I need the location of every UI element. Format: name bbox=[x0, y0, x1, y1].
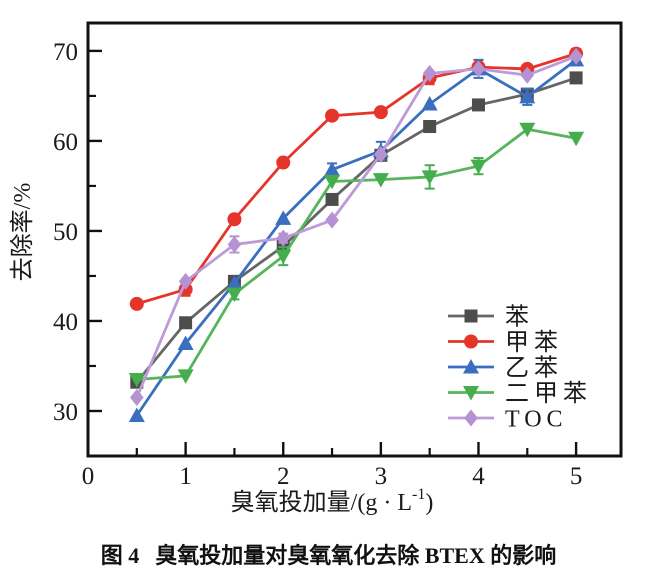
marker-toluene bbox=[276, 155, 291, 170]
marker-benzene bbox=[179, 316, 193, 330]
marker-toc bbox=[178, 272, 193, 290]
marker-toluene bbox=[227, 212, 242, 227]
marker-ethylbenzene bbox=[463, 359, 479, 374]
marker-ethylbenzene bbox=[275, 210, 292, 225]
marker-benzene bbox=[471, 98, 485, 112]
legend-label-toc: TOC bbox=[505, 407, 568, 433]
y-tick-label: 40 bbox=[53, 309, 78, 336]
marker-xylene bbox=[568, 131, 585, 147]
marker-xylene bbox=[324, 174, 341, 190]
series-line-toc bbox=[135, 55, 577, 399]
marker-toc bbox=[325, 211, 339, 229]
marker-ethylbenzene bbox=[324, 161, 341, 177]
marker-benzene bbox=[325, 192, 339, 206]
marker-xylene bbox=[275, 249, 292, 265]
marker-toc bbox=[520, 66, 535, 84]
marker-ethylbenzene bbox=[226, 275, 243, 290]
y-tick-label: 70 bbox=[53, 39, 78, 66]
marker-xylene bbox=[372, 173, 389, 188]
x-tick-label: 1 bbox=[179, 463, 192, 490]
x-tick-label: 2 bbox=[277, 463, 290, 490]
marker-toluene bbox=[129, 296, 144, 311]
marker-ethylbenzene bbox=[177, 335, 194, 350]
marker-toc bbox=[276, 229, 291, 247]
marker-toc bbox=[227, 235, 242, 253]
x-tick-label: 5 bbox=[570, 463, 583, 490]
marker-xylene bbox=[463, 386, 479, 401]
figure-caption: 图 4 臭氧投加量对臭氧氧化去除 BTEX 的影响 bbox=[0, 538, 657, 570]
x-axis-label: 臭氧投加量/(g · L-1) bbox=[231, 486, 434, 516]
legend-item-ethylbenzene: 乙苯 bbox=[448, 355, 563, 382]
figure-caption-text: 臭氧投加量对臭氧氧化去除 BTEX 的影响 bbox=[155, 543, 557, 568]
marker-toc bbox=[130, 388, 144, 406]
x-tick-label: 3 bbox=[375, 463, 388, 490]
marker-xylene bbox=[128, 372, 145, 388]
marker-xylene bbox=[177, 369, 194, 384]
x-tick-label: 4 bbox=[472, 463, 485, 490]
legend-item-toc: TOC bbox=[448, 407, 568, 433]
marker-toc bbox=[374, 145, 388, 163]
marker-benzene bbox=[569, 71, 583, 85]
marker-toluene bbox=[464, 334, 478, 349]
legend-label-xylene: 二甲苯 bbox=[505, 380, 592, 407]
y-axis-label: 去除率/% bbox=[9, 183, 36, 282]
x-tick-label: 0 bbox=[82, 463, 95, 490]
marker-benzene bbox=[464, 309, 478, 323]
y-tick-label: 60 bbox=[53, 129, 78, 156]
marker-benzene bbox=[423, 120, 437, 134]
legend-label-toluene: 甲苯 bbox=[505, 329, 563, 356]
marker-toluene bbox=[373, 105, 388, 120]
series-line-toluene bbox=[136, 52, 577, 306]
marker-toluene bbox=[325, 108, 340, 123]
marker-ethylbenzene bbox=[421, 96, 438, 111]
marker-toc bbox=[569, 47, 583, 65]
y-tick-label: 30 bbox=[53, 399, 78, 426]
legend-label-ethylbenzene: 乙苯 bbox=[505, 355, 563, 382]
series-line-xylene bbox=[136, 127, 577, 381]
legend-item-benzene: 苯 bbox=[448, 304, 534, 331]
plot-frame bbox=[86, 21, 623, 458]
marker-toc bbox=[422, 64, 437, 82]
marker-xylene bbox=[470, 159, 487, 175]
marker-ethylbenzene bbox=[519, 88, 536, 104]
y-tick-label: 50 bbox=[53, 219, 78, 246]
marker-ethylbenzene bbox=[128, 407, 145, 422]
legend-label-benzene: 苯 bbox=[505, 304, 534, 331]
marker-xylene bbox=[226, 287, 243, 302]
marker-xylene bbox=[519, 122, 536, 138]
figure-number: 图 4 bbox=[100, 543, 140, 568]
marker-xylene bbox=[421, 170, 438, 185]
marker-toc bbox=[471, 60, 486, 78]
marker-toc bbox=[464, 409, 478, 427]
series-line-ethylbenzene bbox=[135, 58, 577, 417]
series-line-benzene bbox=[135, 76, 577, 384]
